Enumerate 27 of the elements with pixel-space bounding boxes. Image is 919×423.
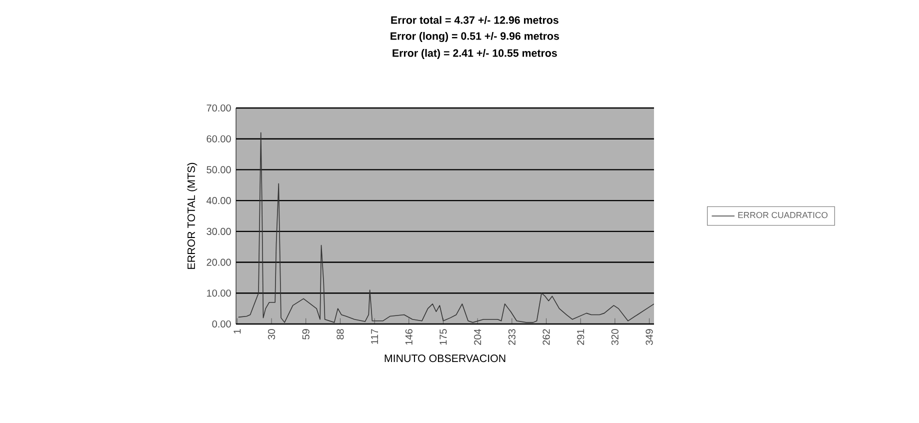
- x-tick-label: 175: [440, 329, 447, 345]
- x-tick-label: 320: [611, 329, 618, 346]
- x-tick-label: 30: [268, 329, 276, 340]
- x-tick-label: 1: [234, 329, 241, 334]
- y-tick-label: 40.00: [206, 197, 231, 204]
- y-tick-label: 10.00: [207, 290, 231, 297]
- y-tick-label: 60.00: [206, 135, 231, 142]
- x-tick-label: 262: [542, 329, 550, 345]
- x-tick-label: 117: [371, 329, 378, 344]
- x-tick-label: 59: [302, 329, 310, 340]
- x-tick-label: 233: [508, 329, 516, 345]
- y-tick-label: 30.00: [206, 228, 231, 235]
- x-axis-title: MINUTO OBSERVACION: [384, 354, 506, 362]
- x-tick-label: 88: [336, 329, 344, 340]
- text: Error (lat) = 2.41 +/- 10.55 metros: [392, 49, 557, 59]
- x-tick-label: 204: [474, 328, 482, 345]
- y-tick-label: 20.00: [206, 258, 231, 266]
- x-tick-label: 349: [646, 329, 653, 346]
- y-tick-label: 50.00: [206, 166, 231, 174]
- x-tick-label: 291: [577, 329, 584, 345]
- legend-label: ERROR CUADRATICO: [738, 212, 828, 218]
- chart-title: Error total = 4.37 +/- 12.96 metros: [391, 16, 558, 24]
- y-tick-label: 70.00: [206, 104, 231, 112]
- x-tick-label: 146: [405, 329, 412, 345]
- y-axis-title: ERROR TOTAL (MTS): [187, 162, 198, 269]
- y-tick-label: 0.00: [212, 320, 231, 328]
- chart-subtitle: Error (long) = 0.51 +/- 9.96 metros: [390, 32, 559, 42]
